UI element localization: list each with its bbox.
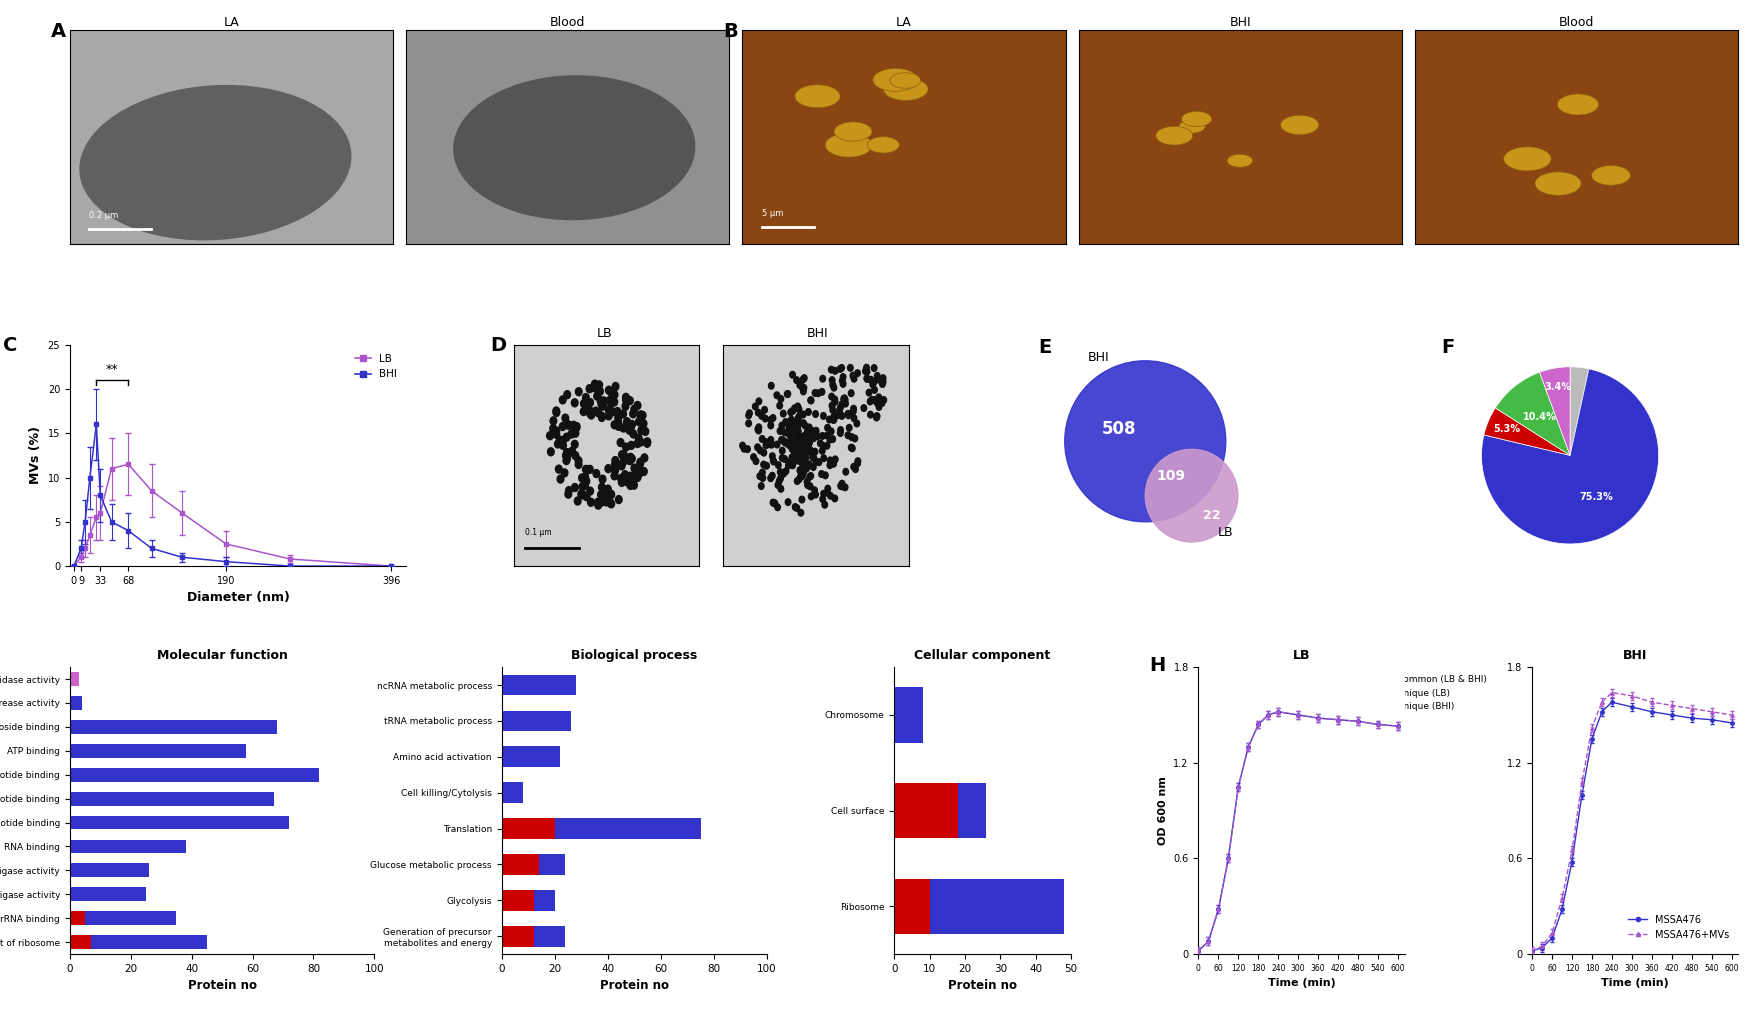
Bar xyxy=(70,720,276,734)
Text: A: A xyxy=(51,22,66,41)
Ellipse shape xyxy=(1557,94,1599,115)
Bar xyxy=(91,935,206,949)
Bar xyxy=(70,816,288,829)
Ellipse shape xyxy=(452,75,695,220)
Text: 5.3%: 5.3% xyxy=(1494,423,1520,433)
Text: LB: LB xyxy=(597,327,613,340)
Bar xyxy=(70,767,320,782)
Circle shape xyxy=(1064,360,1226,522)
Y-axis label: MVs (%): MVs (%) xyxy=(30,426,42,484)
Bar xyxy=(86,911,176,925)
Text: F: F xyxy=(1441,338,1455,357)
Text: 22: 22 xyxy=(1204,510,1221,523)
Wedge shape xyxy=(1495,373,1571,456)
Ellipse shape xyxy=(1179,120,1205,133)
X-axis label: Protein no: Protein no xyxy=(187,979,257,993)
Ellipse shape xyxy=(889,73,921,88)
X-axis label: Protein no: Protein no xyxy=(949,979,1017,993)
Text: B: B xyxy=(723,22,737,41)
Ellipse shape xyxy=(874,68,919,91)
Title: Blood: Blood xyxy=(1558,16,1595,29)
Text: 75.3%: 75.3% xyxy=(1579,491,1612,501)
Circle shape xyxy=(1146,450,1239,542)
Text: C: C xyxy=(2,336,17,355)
Bar xyxy=(70,744,246,758)
Ellipse shape xyxy=(833,122,872,141)
Ellipse shape xyxy=(884,78,928,100)
Ellipse shape xyxy=(1157,126,1193,145)
Bar xyxy=(501,818,556,839)
Bar xyxy=(70,696,82,709)
Legend: Common (LB & BHI), Unique (LB), Unique (BHI): Common (LB & BHI), Unique (LB), Unique (… xyxy=(1368,672,1490,715)
X-axis label: Protein no: Protein no xyxy=(599,979,669,993)
Bar xyxy=(501,854,538,875)
X-axis label: Time (min): Time (min) xyxy=(1268,978,1335,989)
Bar xyxy=(538,854,566,875)
Text: 5 μm: 5 μm xyxy=(762,209,783,218)
Ellipse shape xyxy=(1592,165,1630,185)
Bar xyxy=(501,710,571,732)
Legend: MSSA476, MSSA476+MVs: MSSA476, MSSA476+MVs xyxy=(1625,910,1733,944)
Ellipse shape xyxy=(1181,112,1212,127)
Ellipse shape xyxy=(825,133,872,157)
Text: 10.4%: 10.4% xyxy=(1523,412,1557,422)
Text: 3.4%: 3.4% xyxy=(1544,383,1572,393)
Bar xyxy=(70,887,147,901)
Title: Molecular function: Molecular function xyxy=(157,649,288,662)
Bar xyxy=(929,879,1064,934)
Ellipse shape xyxy=(79,85,351,241)
Title: BHI: BHI xyxy=(1623,649,1647,662)
Bar xyxy=(501,783,522,803)
Text: H: H xyxy=(1150,656,1165,675)
Title: Cellular component: Cellular component xyxy=(914,649,1050,662)
X-axis label: Time (min): Time (min) xyxy=(1602,978,1668,989)
Bar xyxy=(894,783,957,838)
Title: LB: LB xyxy=(1293,649,1310,662)
Bar xyxy=(70,911,86,925)
Bar xyxy=(556,818,701,839)
Text: E: E xyxy=(1038,338,1052,357)
Wedge shape xyxy=(1571,366,1588,456)
Ellipse shape xyxy=(1504,147,1551,171)
Ellipse shape xyxy=(1536,172,1581,195)
Title: Biological process: Biological process xyxy=(571,649,697,662)
Text: 508: 508 xyxy=(1102,420,1136,438)
Text: 109: 109 xyxy=(1157,469,1186,482)
Legend: LB, BHI: LB, BHI xyxy=(351,350,402,384)
Bar xyxy=(957,783,985,838)
Text: 0.2 μm: 0.2 μm xyxy=(89,211,119,220)
Bar xyxy=(501,926,533,947)
Title: BHI: BHI xyxy=(1230,16,1251,29)
Bar xyxy=(501,675,577,695)
Bar xyxy=(501,890,533,910)
Title: LA: LA xyxy=(224,16,239,29)
Title: LA: LA xyxy=(896,16,912,29)
Bar xyxy=(533,926,566,947)
Ellipse shape xyxy=(795,85,840,108)
Bar xyxy=(70,792,274,806)
Wedge shape xyxy=(1483,408,1571,456)
Ellipse shape xyxy=(867,137,900,153)
Bar xyxy=(70,672,79,686)
Text: LB: LB xyxy=(1218,526,1233,539)
Text: D: D xyxy=(491,336,507,355)
Y-axis label: OD 600 nm: OD 600 nm xyxy=(1158,776,1167,845)
Text: BHI: BHI xyxy=(807,327,828,340)
Title: Blood: Blood xyxy=(550,16,585,29)
Bar xyxy=(533,890,556,910)
X-axis label: Diameter (nm): Diameter (nm) xyxy=(187,592,290,604)
Bar xyxy=(70,864,148,877)
Bar xyxy=(894,879,929,934)
Ellipse shape xyxy=(1281,116,1319,135)
Wedge shape xyxy=(1539,366,1571,456)
Bar xyxy=(501,746,561,767)
Bar xyxy=(70,935,91,949)
Text: BHI: BHI xyxy=(1088,351,1109,363)
Bar xyxy=(894,687,922,743)
Wedge shape xyxy=(1481,368,1658,544)
Bar xyxy=(70,839,185,854)
Text: **: ** xyxy=(105,362,117,376)
Ellipse shape xyxy=(1226,154,1253,167)
